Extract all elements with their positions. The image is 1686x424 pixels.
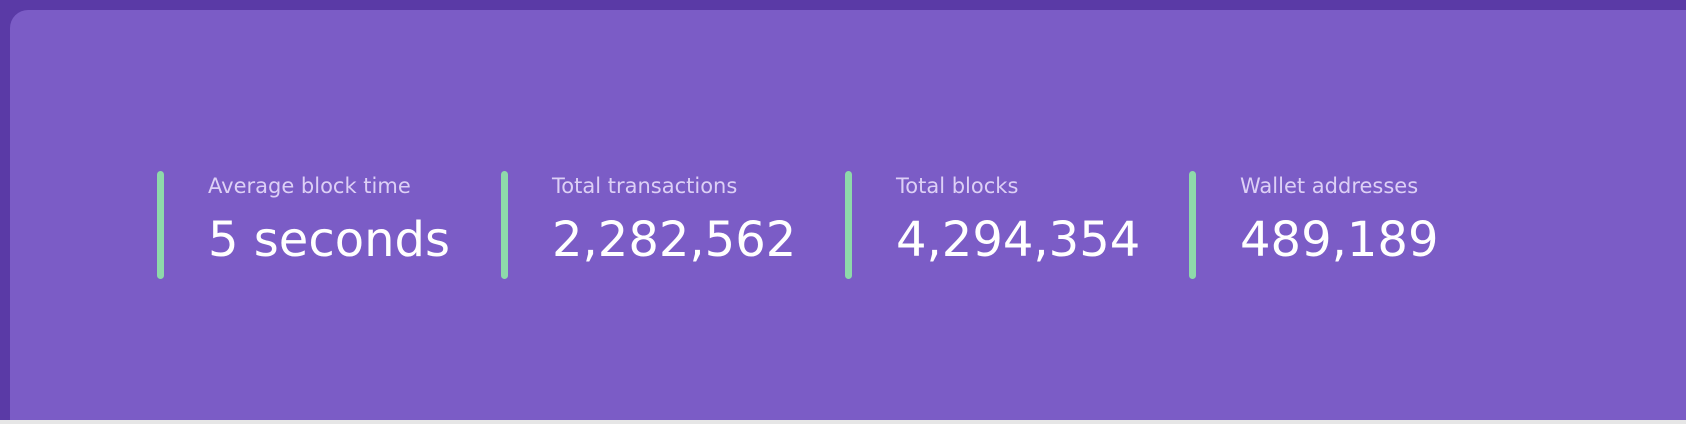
stat-average-block-time: Average block time 5 seconds [157, 171, 501, 281]
stat-label: Wallet addresses [1240, 174, 1419, 198]
stat-accent-bar [157, 171, 164, 279]
stat-label: Total transactions [552, 174, 738, 198]
stat-label: Total blocks [896, 174, 1019, 198]
stat-wallet-addresses: Wallet addresses 489,189 [1189, 171, 1533, 281]
stat-label: Average block time [208, 174, 411, 198]
stats-row: Average block time 5 seconds Total trans… [157, 171, 1533, 281]
stat-value: 5 seconds [208, 212, 450, 268]
stats-panel: Average block time 5 seconds Total trans… [10, 10, 1686, 420]
stat-accent-bar [845, 171, 852, 279]
stat-total-blocks: Total blocks 4,294,354 [845, 171, 1189, 281]
stat-value: 489,189 [1240, 212, 1439, 268]
stat-accent-bar [1189, 171, 1196, 279]
stat-value: 2,282,562 [552, 212, 797, 268]
stat-value: 4,294,354 [896, 212, 1141, 268]
stat-total-transactions: Total transactions 2,282,562 [501, 171, 845, 281]
stat-accent-bar [501, 171, 508, 279]
